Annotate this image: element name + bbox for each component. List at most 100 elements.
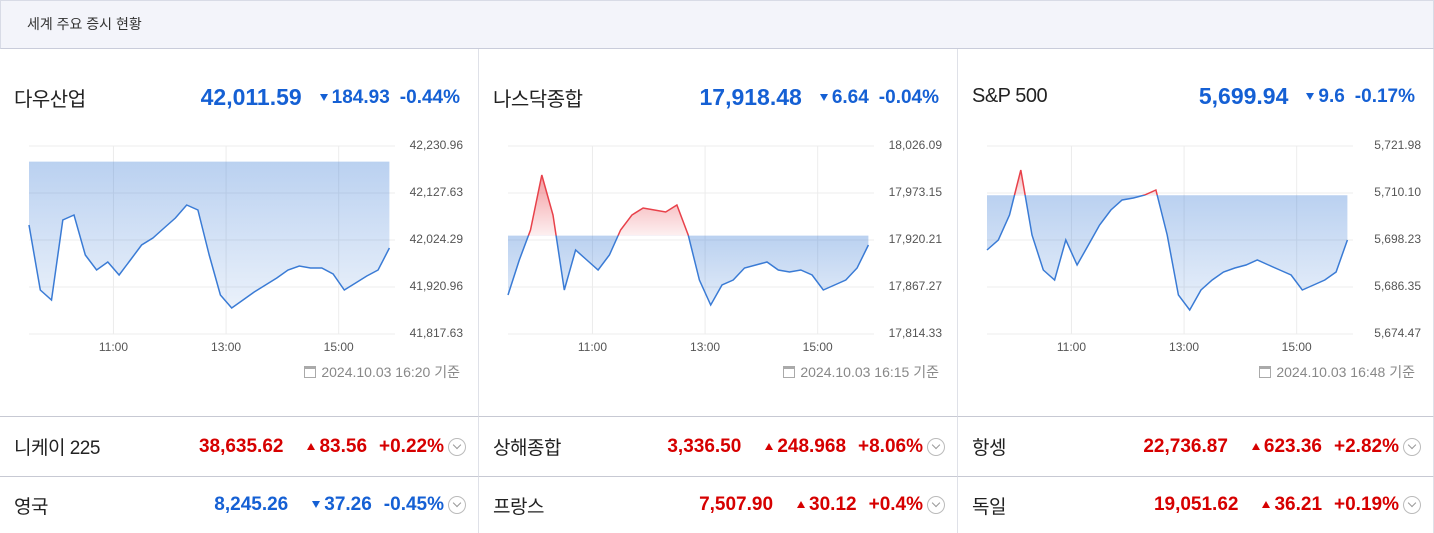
direction-icon — [819, 93, 828, 101]
market-name: 프랑스 — [493, 496, 544, 518]
price: 3,336.50 — [667, 435, 742, 457]
y-tick-label: 41,817.63 — [410, 326, 464, 340]
area — [987, 170, 1348, 310]
y-tick-label: 17,867.27 — [889, 279, 943, 293]
market-row: 상해종합 3,336.50 248.968 +8.06% — [479, 416, 958, 476]
calendar-icon — [304, 366, 317, 378]
chart: 41,817.63 41,920.96 42,024.29 42,127.63 42,2… — [28, 138, 464, 354]
timestamp-text: 2024.10.03 16:48 기준 — [1276, 364, 1415, 380]
change-value: 9.6 — [1318, 85, 1345, 107]
change-value: 36.21 — [1274, 494, 1323, 515]
index-panel: 나스닥종합 17,918.48 6.64 -0.04% 17,814.33 17,867.… — [479, 49, 958, 416]
x-tick-label: 15:00 — [803, 340, 833, 354]
price: 7,507.90 — [699, 494, 774, 515]
chart: 5,674.47 5,686.35 5,698.23 5,710.10 5,721.98… — [986, 138, 1421, 354]
y-tick-label: 17,920.21 — [889, 232, 943, 246]
expand-button[interactable] — [927, 437, 945, 456]
line — [28, 204, 391, 310]
market-row: 독일 19,051.62 36.21 +0.19% — [958, 476, 1434, 533]
calendar-icon — [783, 366, 796, 378]
direction-icon — [1251, 442, 1260, 450]
quote: 7,507.90 30.12 +0.4% — [699, 494, 923, 516]
x-tick-label: 13:00 — [211, 340, 241, 354]
header-title: 세계 주요 증시 현황 — [27, 16, 142, 32]
y-tick-label: 41,920.96 — [410, 279, 464, 293]
index-summary: 나스닥종합 17,918.48 6.64 -0.04% — [493, 83, 939, 112]
price: 5,699.94 — [1198, 83, 1289, 109]
change-pct: -0.17% — [1354, 85, 1415, 107]
change-pct: +0.22% — [379, 435, 444, 457]
price: 8,245.26 — [214, 494, 289, 515]
change: 36.21 — [1262, 494, 1322, 516]
change-pct: -0.04% — [878, 86, 939, 108]
change-pct: +8.06% — [858, 435, 923, 457]
market-name: 항셍 — [972, 438, 1006, 459]
index-name: 다우산업 — [14, 89, 86, 111]
direction-icon — [319, 93, 328, 101]
index-summary: S&P 500 5,699.94 9.6 -0.17% — [972, 83, 1415, 110]
change-pct: +2.82% — [1334, 435, 1399, 457]
change: 6.64 — [819, 86, 869, 109]
y-tick-label: 42,230.96 — [410, 138, 464, 152]
quote: 19,051.62 36.21 +0.19% — [1154, 494, 1399, 516]
x-tick-label: 13:00 — [690, 340, 720, 354]
calendar-icon — [1259, 366, 1272, 378]
y-tick-label: 5,686.35 — [1374, 279, 1421, 293]
market-row: 영국 8,245.26 37.26 -0.45% — [0, 476, 479, 533]
y-tick-label: 5,710.10 — [1374, 185, 1421, 199]
y-tick-label: 17,814.33 — [889, 326, 943, 340]
area — [29, 161, 390, 308]
expand-button[interactable] — [927, 496, 945, 514]
area — [508, 175, 869, 305]
quote: 38,635.62 83.56 +0.22% — [199, 436, 444, 458]
price: 19,051.62 — [1153, 494, 1239, 515]
direction-icon — [797, 501, 806, 509]
expand-button[interactable] — [1403, 437, 1421, 456]
index-summary: 다우산업 42,011.59 184.93 -0.44% — [14, 83, 460, 112]
change: 623.36 — [1251, 435, 1323, 458]
line — [986, 169, 1349, 312]
index-name: S&P 500 — [972, 85, 1048, 107]
direction-icon — [1306, 92, 1315, 100]
expand-button[interactable] — [1403, 496, 1421, 514]
price: 17,918.48 — [699, 84, 802, 110]
x-tick-label: 15:00 — [1282, 340, 1312, 354]
x-tick-label: 11:00 — [99, 340, 128, 354]
x-tick-label: 11:00 — [578, 340, 607, 354]
y-tick-label: 5,698.23 — [1374, 232, 1421, 246]
index-panel: S&P 500 5,699.94 9.6 -0.17% 5,674.47 5,686.35… — [958, 49, 1434, 416]
market-name: 니케이 225 — [14, 438, 100, 459]
change: 248.968 — [765, 436, 846, 458]
direction-icon — [312, 501, 321, 509]
chart: 17,814.33 17,867.27 17,920.21 17,973.15 18,0… — [507, 138, 943, 354]
change-value: 83.56 — [319, 435, 368, 457]
x-tick-label: 11:00 — [1057, 340, 1086, 354]
timestamp: 2024.10.03 16:20 기준 — [304, 362, 460, 382]
timestamp: 2024.10.03 16:48 기준 — [1259, 362, 1415, 382]
direction-icon — [307, 442, 316, 450]
market-name: 독일 — [972, 496, 1006, 518]
change: 83.56 — [307, 436, 367, 458]
change-value: 623.36 — [1263, 435, 1323, 457]
direction-icon — [1262, 501, 1271, 509]
x-tick-label: 13:00 — [1169, 340, 1199, 354]
timestamp: 2024.10.03 16:15 기준 — [783, 362, 939, 382]
market-row: 니케이 225 38,635.62 83.56 +0.22% — [0, 416, 479, 476]
change-value: 6.64 — [831, 86, 869, 108]
change-pct: +0.19% — [1334, 494, 1399, 515]
change-value: 184.93 — [331, 86, 390, 108]
change: 37.26 — [312, 494, 372, 516]
quote: 8,245.26 37.26 -0.45% — [214, 494, 444, 516]
market-row: 프랑스 7,507.90 30.12 +0.4% — [479, 476, 958, 533]
expand-button[interactable] — [448, 496, 466, 514]
change-pct: -0.45% — [383, 494, 444, 515]
change: 30.12 — [797, 494, 857, 516]
header: 세계 주요 증시 현황 — [0, 0, 1434, 49]
direction-icon — [765, 442, 774, 450]
expand-button[interactable] — [448, 437, 466, 456]
change-pct: +0.4% — [868, 494, 923, 515]
change-value: 37.26 — [324, 494, 372, 515]
price: 38,635.62 — [198, 435, 284, 457]
quote: 22,736.87 623.36 +2.82% — [1143, 436, 1399, 458]
